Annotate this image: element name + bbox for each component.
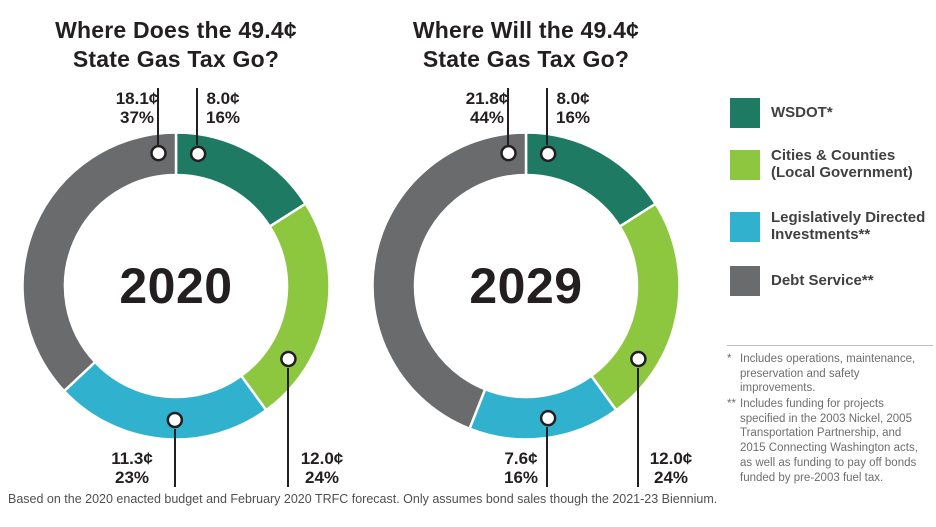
legend-label-legislative-investments: Legislatively Directed Investments** <box>771 209 926 243</box>
callout-marker-cities <box>280 350 297 368</box>
footnote-single-asterisk: * Includes operations, maintenance, prese… <box>727 352 935 396</box>
legend-label-debt-service: Debt Service** <box>771 271 874 290</box>
text-line: funded by pre-2003 fuel tax. <box>740 471 884 484</box>
donut-segment-debt <box>371 131 528 431</box>
footnote-text: Includes funding for projects specified i… <box>740 397 918 485</box>
callout-value: 11.3¢ <box>111 449 153 468</box>
callout-label-wsdot: 8.0¢ 16% <box>178 89 268 127</box>
callout-marker-wsdot <box>539 145 557 163</box>
callout-value: 12.0¢ <box>649 449 693 468</box>
text-line: Investments** <box>771 225 871 243</box>
footnote-divider <box>727 345 933 346</box>
footnote-marker: * <box>727 353 732 365</box>
callout-value: 7.6¢ <box>504 449 538 468</box>
callout-marker-debt <box>500 144 517 162</box>
chart-title-line: State Gas Tax Go? <box>422 46 630 72</box>
callout-marker-legislative <box>539 409 557 427</box>
callout-label-cities: 12.0¢ 24% <box>626 449 716 487</box>
callout-value: 18.1¢ <box>115 89 159 108</box>
callout-value: 16% <box>555 108 591 127</box>
legend-item-cities-counties: Cities & Counties (Local Government) <box>730 147 913 181</box>
callout-value: 44% <box>469 108 505 127</box>
footnote-double-asterisk: ** Includes funding for projects specifie… <box>727 397 935 485</box>
callout-label-legislative: 11.3¢ 23% <box>87 449 177 487</box>
legend-item-wsdot: WSDOT* <box>730 98 833 128</box>
callout-value: 21.8¢ <box>465 89 509 108</box>
donut-segment-debt <box>21 131 178 393</box>
callout-value: 24% <box>653 468 689 487</box>
callout-marker-legislative <box>166 411 184 429</box>
callout-line-cities <box>287 368 289 487</box>
chart-title-line: State Gas Tax Go? <box>72 46 280 72</box>
callout-label-wsdot: 8.0¢ 16% <box>528 89 618 127</box>
donut-center-year-2020: 2020 <box>119 258 233 314</box>
callout-value: 37% <box>119 108 155 127</box>
legend-item-legislative-investments: Legislatively Directed Investments** <box>730 209 926 243</box>
footnote-marker: ** <box>727 398 736 410</box>
legend-item-debt-service: Debt Service** <box>730 266 874 296</box>
legend-label-cities-counties: Cities & Counties (Local Government) <box>771 147 913 181</box>
text-line: (Local Government) <box>771 163 913 181</box>
donut-chart-2020 <box>21 131 331 441</box>
callout-line-cities <box>637 368 639 487</box>
callout-value: 16% <box>205 108 241 127</box>
text-line: Includes funding for projects <box>740 398 884 410</box>
donut-segment-legislative <box>467 374 618 441</box>
text-line: specified in the 2003 Nickel, 2005 <box>740 412 912 425</box>
callout-line-debt <box>157 88 159 145</box>
text-line: Includes operations, maintenance, <box>740 353 916 365</box>
callout-marker-debt <box>150 144 167 162</box>
text-line: preservation and safety <box>740 367 860 380</box>
callout-value: 8.0¢ <box>556 89 590 108</box>
text-line: 2015 Connecting Washington acts, <box>740 442 918 455</box>
footnote-text: Includes operations, maintenance, preserv… <box>740 352 915 396</box>
donut-segment-legislative <box>62 360 268 441</box>
legend-swatch-debt-service <box>730 266 760 296</box>
callout-line-legislative <box>546 427 548 487</box>
chart-title-line: Where Will the 49.4¢ <box>412 17 640 43</box>
callout-label-cities: 12.0¢ 24% <box>277 449 367 487</box>
text-line: WSDOT* <box>771 103 833 121</box>
callout-label-legislative: 7.6¢ 16% <box>476 449 566 487</box>
callout-value: 16% <box>503 468 539 487</box>
callout-value: 23% <box>114 468 150 487</box>
text-line: as well as funding to pay off bonds <box>740 456 917 469</box>
callout-marker-cities <box>630 350 647 368</box>
chart-title-2020: Where Does the 49.4¢ State Gas Tax Go? <box>26 16 326 74</box>
callout-label-debt: 18.1¢ 37% <box>92 89 182 127</box>
callout-line-debt <box>507 88 509 145</box>
callout-line-wsdot <box>196 88 198 145</box>
chart-title-line: Where Does the 49.4¢ <box>55 17 297 43</box>
text-line: improvements. <box>740 382 816 395</box>
callout-line-legislative <box>174 429 176 487</box>
text-line: Legislatively Directed <box>771 209 926 226</box>
callout-line-wsdot <box>546 88 548 145</box>
chart-title-2029: Where Will the 49.4¢ State Gas Tax Go? <box>376 16 676 74</box>
donut-chart-2029 <box>371 131 681 441</box>
callout-label-debt: 21.8¢ 44% <box>442 89 532 127</box>
source-caption: Based on the 2020 enacted budget and Feb… <box>8 492 718 506</box>
legend-label-wsdot: WSDOT* <box>771 103 833 122</box>
donut-center-year-2029: 2029 <box>469 258 583 314</box>
text-line: Debt Service** <box>771 271 874 289</box>
legend-swatch-legislative-investments <box>730 211 760 242</box>
callout-value: 12.0¢ <box>300 449 344 468</box>
text-line: Cities & Counties <box>771 147 896 164</box>
legend-swatch-wsdot <box>730 98 760 128</box>
callout-value: 8.0¢ <box>206 89 240 108</box>
callout-value: 24% <box>304 468 340 487</box>
legend-swatch-cities-counties <box>730 149 760 180</box>
text-line: Transportation Partnership, and <box>740 427 902 440</box>
callout-marker-wsdot <box>189 145 207 163</box>
